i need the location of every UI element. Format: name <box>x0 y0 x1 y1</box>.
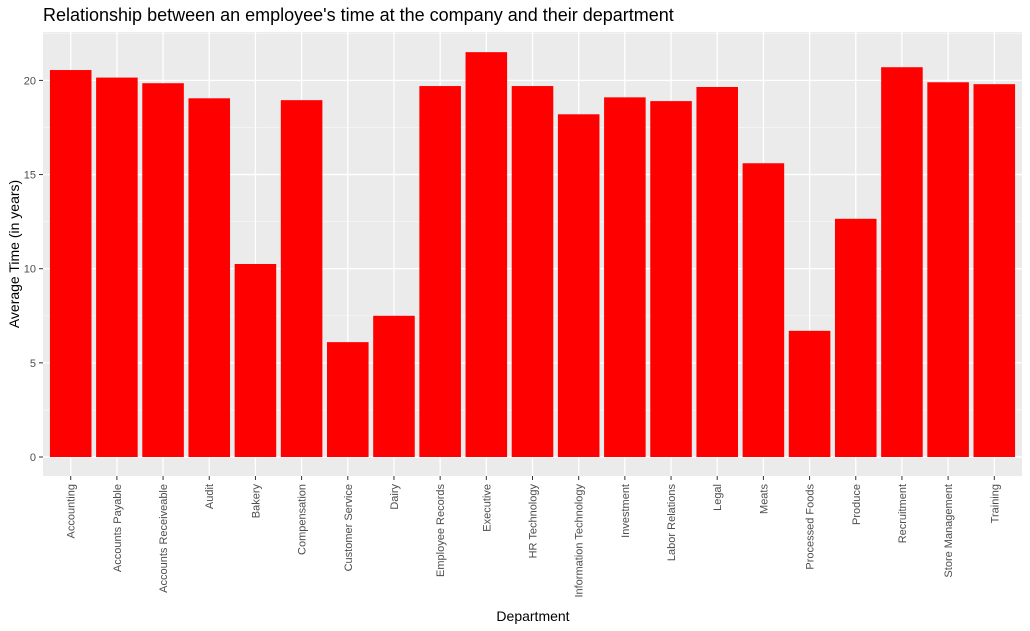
bar <box>419 86 461 457</box>
x-tick-label: Employee Records <box>435 484 447 577</box>
x-tick-label: Accounts Receiveable <box>158 484 170 593</box>
bar <box>834 218 877 457</box>
x-tick-label: Compensation <box>297 484 309 555</box>
y-tick-label: 10 <box>24 264 36 276</box>
x-tick-label: Meats <box>758 484 770 514</box>
x-tick-label: Training <box>989 484 1001 523</box>
x-tick-label: Processed Foods <box>805 484 817 570</box>
y-tick-label: 20 <box>24 75 36 87</box>
bar <box>465 52 508 457</box>
x-tick-label: Accounting <box>66 484 78 538</box>
x-tick-label: Customer Service <box>343 484 355 571</box>
x-tick-label: Recruitment <box>897 484 909 543</box>
bar <box>973 84 1016 457</box>
x-tick-label: HR Technology <box>528 484 540 559</box>
bar <box>188 98 231 457</box>
chart-title: Relationship between an employee's time … <box>43 5 674 25</box>
y-tick-label: 0 <box>30 452 36 464</box>
bar <box>234 263 277 457</box>
y-tick-label: 15 <box>24 170 36 182</box>
x-tick-label: Legal <box>712 484 724 511</box>
bar <box>280 100 323 457</box>
x-tick-label: Executive <box>481 484 493 532</box>
bar <box>49 70 92 457</box>
y-tick-label: 5 <box>30 358 36 370</box>
x-tick-label: Dairy <box>389 484 401 510</box>
bar <box>327 342 369 457</box>
x-axis-title: Department <box>496 608 569 624</box>
bar <box>788 330 831 457</box>
x-tick-label: Bakery <box>250 484 262 519</box>
bar <box>604 97 646 458</box>
bar <box>881 67 923 458</box>
x-tick-label: Produce <box>851 484 863 525</box>
bar <box>373 315 415 457</box>
bar <box>742 163 785 457</box>
bar <box>511 86 554 457</box>
bar <box>557 114 600 457</box>
x-tick-label: Audit <box>204 484 216 509</box>
x-tick-label: Labor Relations <box>666 484 678 562</box>
y-axis: 0 5 10 15 20 <box>24 75 43 464</box>
bar <box>696 86 738 457</box>
bars <box>49 52 1016 458</box>
x-tick-label: Investment <box>620 484 632 538</box>
x-axis: Accounting Accounts Payable Accounts Recei… <box>66 476 1001 598</box>
x-tick-label: Store Management <box>943 484 955 578</box>
x-tick-label: Accounts Payable <box>112 484 124 572</box>
y-axis-title: Average Time (in years) <box>6 180 22 328</box>
bar <box>650 101 692 457</box>
bar <box>142 83 184 458</box>
bar <box>927 82 969 458</box>
bar <box>96 77 138 457</box>
x-tick-label: Information Technology <box>574 484 586 598</box>
